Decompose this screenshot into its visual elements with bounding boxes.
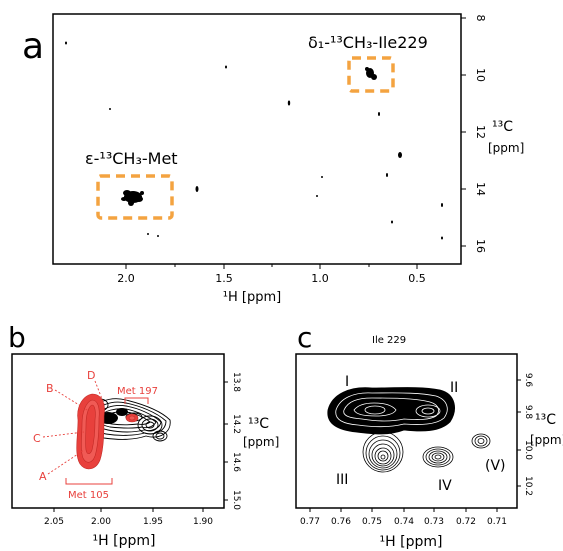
- panel-c-peak-label: II: [450, 380, 458, 396]
- panel-b-y-ticks: [224, 381, 228, 501]
- panel-a-y-ticks: [461, 17, 466, 247]
- panel-b-x-axis-label: ¹H [ppm]: [93, 533, 156, 549]
- panel-c-title: Ile 229: [372, 335, 406, 346]
- panel-b-peak-label: B: [46, 382, 54, 395]
- panel-c-y-axis-label: ¹³C: [535, 412, 556, 428]
- panel-a-ile-label: δ₁-¹³CH₃-Ile229: [308, 33, 428, 52]
- panel-b-peak-label: A: [39, 470, 47, 483]
- panel-c-x-tick-label: 0.73: [424, 517, 444, 527]
- panel-b-y-tick-label: 14.2: [231, 414, 241, 434]
- panel-c-x-tick-label: 0.71: [487, 517, 507, 527]
- panel-b-letter: b: [8, 321, 26, 354]
- panel-a-y-tick-label: 16: [474, 239, 487, 253]
- panel-c-x-tick-label: 0.77: [300, 517, 320, 527]
- panel-a-y-tick-label: 10: [474, 68, 487, 82]
- panel-b: b: [8, 321, 279, 549]
- panel-a-x-tick-label: 1.0: [311, 272, 329, 285]
- panel-b-y-axis-unit: [ppm]: [243, 435, 279, 449]
- panel-c-y-axis-unit: [ppm]: [530, 433, 563, 447]
- panel-c-y-ticks: [517, 379, 521, 487]
- met197-bracket: [124, 397, 149, 404]
- met-peak-cluster: [121, 190, 144, 206]
- panel-a-y-tick-label: 14: [474, 182, 487, 196]
- panel-c: c Ile 229: [295, 321, 563, 550]
- panel-b-x-tick-label: 2.05: [44, 517, 64, 527]
- panel-b-leader-lines: [42, 380, 105, 475]
- panel-c-y-tick-label: 10.0: [523, 440, 533, 460]
- met197-label: Met 197: [117, 386, 158, 397]
- met-highlight-box: [96, 174, 174, 220]
- panel-a-x-tick-label: 2.0: [117, 272, 135, 285]
- met105-label: Met 105: [68, 490, 109, 501]
- panel-b-frame: [11, 353, 225, 509]
- panel-c-peak-label: IV: [438, 478, 452, 494]
- panel-c-y-tick-label: 10.2: [523, 476, 533, 496]
- panel-c-x-tick-label: 0.74: [394, 517, 414, 527]
- panel-c-y-tick-label: 9.6: [523, 373, 533, 388]
- panel-b-peak-label: C: [33, 432, 41, 445]
- panel-c-frame: [295, 353, 518, 509]
- panel-b-red-contours: [76, 393, 139, 470]
- panel-c-x-ticks: [309, 508, 498, 512]
- panel-b-y-tick-label: 14.6: [231, 452, 241, 472]
- panel-b-x-tick-label: 1.90: [193, 517, 213, 527]
- panel-c-contours-III: [362, 431, 404, 473]
- panel-c-x-tick-label: 0.75: [362, 517, 382, 527]
- panel-c-x-tick-label: 0.72: [456, 517, 476, 527]
- panel-a-letter: a: [22, 26, 44, 67]
- noise-peaks: [65, 41, 443, 240]
- panel-a-x-ticks: [125, 264, 418, 269]
- met105-bracket: [65, 478, 113, 485]
- panel-b-x-ticks: [53, 508, 204, 512]
- panel-b-x-tick-label: 1.95: [143, 517, 163, 527]
- panel-a-y-tick-label: 8: [474, 15, 487, 22]
- panel-c-x-axis-label: ¹H [ppm]: [380, 534, 443, 550]
- panel-c-letter: c: [297, 321, 312, 354]
- panel-c-peak-label: III: [336, 472, 348, 488]
- panel-c-contours-main: [327, 387, 455, 435]
- panel-b-y-tick-label: 15.0: [231, 490, 241, 510]
- ile-highlight-box: [347, 56, 395, 93]
- panel-b-y-axis-label: ¹³C: [248, 416, 269, 432]
- panel-c-contours-V: [471, 433, 491, 449]
- panel-a-x-axis-label: ¹H [ppm]: [223, 290, 281, 305]
- panel-a-x-tick-label: 0.5: [408, 272, 426, 285]
- panel-b-x-tick-label: 2.00: [91, 517, 111, 527]
- panel-a-y-tick-label: 12: [474, 125, 487, 139]
- panel-c-contours-IV: [422, 446, 454, 468]
- panel-a: a 2.0 1.5 1.0 0.5 ¹H [ppm] 8 10 12 14 1: [22, 13, 524, 305]
- panel-a-y-axis-label: ¹³C: [492, 119, 513, 135]
- panel-c-x-tick-label: 0.76: [331, 517, 351, 527]
- panel-b-peak-label: D: [87, 369, 95, 382]
- panel-c-peak-label: I: [345, 374, 349, 390]
- ile-peak-cluster: [365, 67, 377, 80]
- panel-a-x-tick-label: 1.5: [215, 272, 233, 285]
- panel-a-frame: [52, 13, 462, 265]
- panel-c-y-tick-label: 9.8: [523, 405, 533, 420]
- panel-a-y-axis-unit: [ppm]: [488, 141, 524, 155]
- panel-c-peak-label: (V): [485, 458, 506, 474]
- panel-a-met-label: ε-¹³CH₃-Met: [85, 149, 178, 168]
- panel-b-y-tick-label: 13.8: [231, 372, 241, 392]
